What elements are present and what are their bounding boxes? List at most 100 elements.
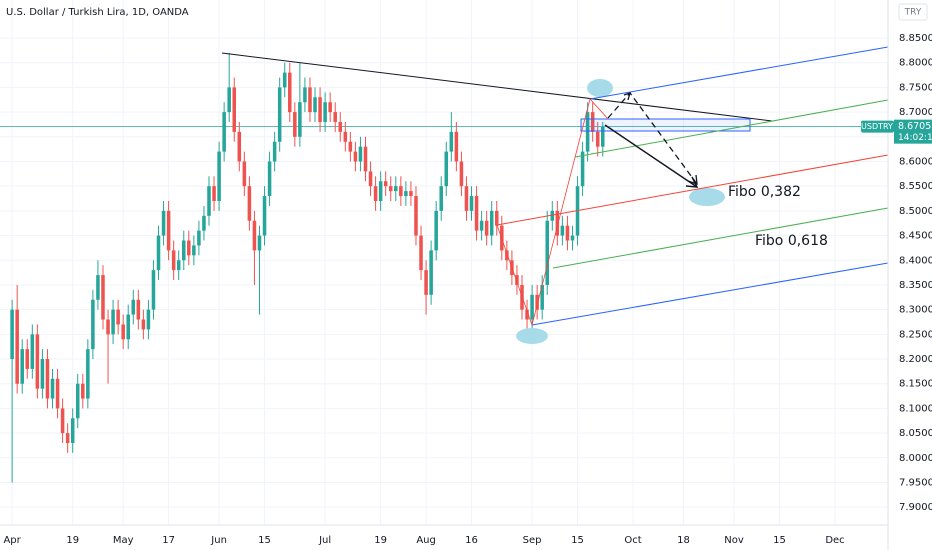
highlight <box>689 188 725 206</box>
candle-body <box>272 141 277 162</box>
x-tick-label: Aug <box>416 535 436 546</box>
candle-body <box>106 319 110 335</box>
candle-body <box>328 102 332 113</box>
candle-body <box>590 112 595 132</box>
price-badge <box>894 119 932 144</box>
pitchfork-line <box>589 46 889 100</box>
candle-body <box>394 186 398 192</box>
candle-body <box>176 260 181 271</box>
currency: TRY <box>904 8 922 18</box>
candle-body <box>207 186 211 216</box>
x-tick-label: 19 <box>374 535 387 546</box>
y-tick-label: 8.15000 <box>899 379 932 390</box>
candle-body <box>550 210 555 221</box>
candle-body <box>257 235 262 251</box>
candle-body <box>313 97 317 113</box>
candle-body <box>338 121 343 132</box>
candle-body <box>146 309 151 330</box>
pitchfork-handle <box>496 224 533 326</box>
y-tick-label: 8.40000 <box>899 255 932 266</box>
x-tick-label: Jun <box>210 535 227 546</box>
candle-body <box>30 334 35 369</box>
x-tick-label: Oct <box>624 535 641 546</box>
candle-body <box>439 186 443 211</box>
candle-body <box>353 151 358 162</box>
x-tick-label: Sep <box>523 535 542 546</box>
candle-body <box>202 215 206 231</box>
arrow <box>604 124 698 188</box>
candle-body <box>126 314 130 340</box>
drawings <box>221 46 889 344</box>
trend-line <box>221 52 773 122</box>
x-tick-label: 15 <box>773 535 786 546</box>
y-tick-label: 8.10000 <box>899 403 932 414</box>
candle-body <box>20 349 24 384</box>
x-tick-label: Jul <box>318 535 331 546</box>
candle-body <box>111 309 115 335</box>
y-tick-label: 8.70000 <box>899 107 932 118</box>
x-tick-label: 15 <box>571 535 584 546</box>
candle-body <box>151 270 156 310</box>
y-tick-label: 8.35000 <box>899 280 932 291</box>
candle-body <box>35 334 40 389</box>
candle-body <box>227 87 231 113</box>
candle-body <box>505 250 509 261</box>
candle-body <box>343 131 348 142</box>
candle-body <box>429 250 433 295</box>
candle-body <box>187 240 191 256</box>
candle-body <box>555 210 560 236</box>
pitchfork-handle <box>531 98 609 326</box>
candle-body <box>570 235 575 241</box>
candle-body <box>540 284 544 310</box>
annotation: Fibo 0,618 <box>755 233 828 249</box>
candle-body <box>348 141 353 152</box>
y-tick-label: 8.50000 <box>899 206 932 217</box>
arrow-head <box>623 91 631 101</box>
candle-body <box>116 309 120 325</box>
candle-body <box>449 131 454 152</box>
candle-body <box>368 171 373 187</box>
y-tick-label: 8.45000 <box>899 231 932 242</box>
currency-badge <box>898 3 928 21</box>
candle-body <box>565 225 570 241</box>
candle-body <box>96 275 100 300</box>
x-tick-label: 16 <box>465 535 478 546</box>
candle-body <box>479 220 484 231</box>
candle-body <box>333 112 337 122</box>
candle-body <box>373 186 378 201</box>
x-tick-label: 17 <box>162 535 175 546</box>
candle-body <box>378 181 383 201</box>
candle-body <box>303 87 307 103</box>
y-tick-label: 8.00000 <box>899 453 932 464</box>
x-tick-label: 15 <box>258 535 271 546</box>
arrow-head <box>687 174 698 185</box>
x-tick-label: 18 <box>677 535 690 546</box>
candle-body <box>383 181 388 187</box>
candle-body <box>242 161 247 187</box>
y-tick-label: 8.55000 <box>899 181 932 192</box>
candle-body <box>560 225 565 236</box>
x-tick-label: 19 <box>66 535 79 546</box>
candle-body <box>535 294 539 310</box>
candle-body <box>25 349 30 369</box>
price-label: 8.67053 <box>898 121 932 132</box>
candle-body <box>464 186 469 211</box>
candle-body <box>50 378 55 399</box>
y-tick-label: 8.05000 <box>899 428 932 439</box>
candle-body <box>277 87 282 142</box>
y-tick-label: 8.85000 <box>899 33 932 44</box>
candle-body <box>424 270 428 295</box>
candle-body <box>101 275 105 320</box>
annotation: Fibo 0,382 <box>728 184 801 200</box>
candle-body <box>525 309 529 320</box>
candle-body <box>81 383 85 399</box>
y-tick-label: 8.30000 <box>899 305 932 316</box>
pitchfork-line <box>574 99 889 158</box>
candle-body <box>282 72 287 88</box>
candle-body <box>45 359 50 399</box>
candle-body <box>399 186 403 197</box>
candle-body <box>444 151 449 187</box>
candle-body <box>75 383 80 419</box>
pitchfork-line <box>531 262 889 326</box>
